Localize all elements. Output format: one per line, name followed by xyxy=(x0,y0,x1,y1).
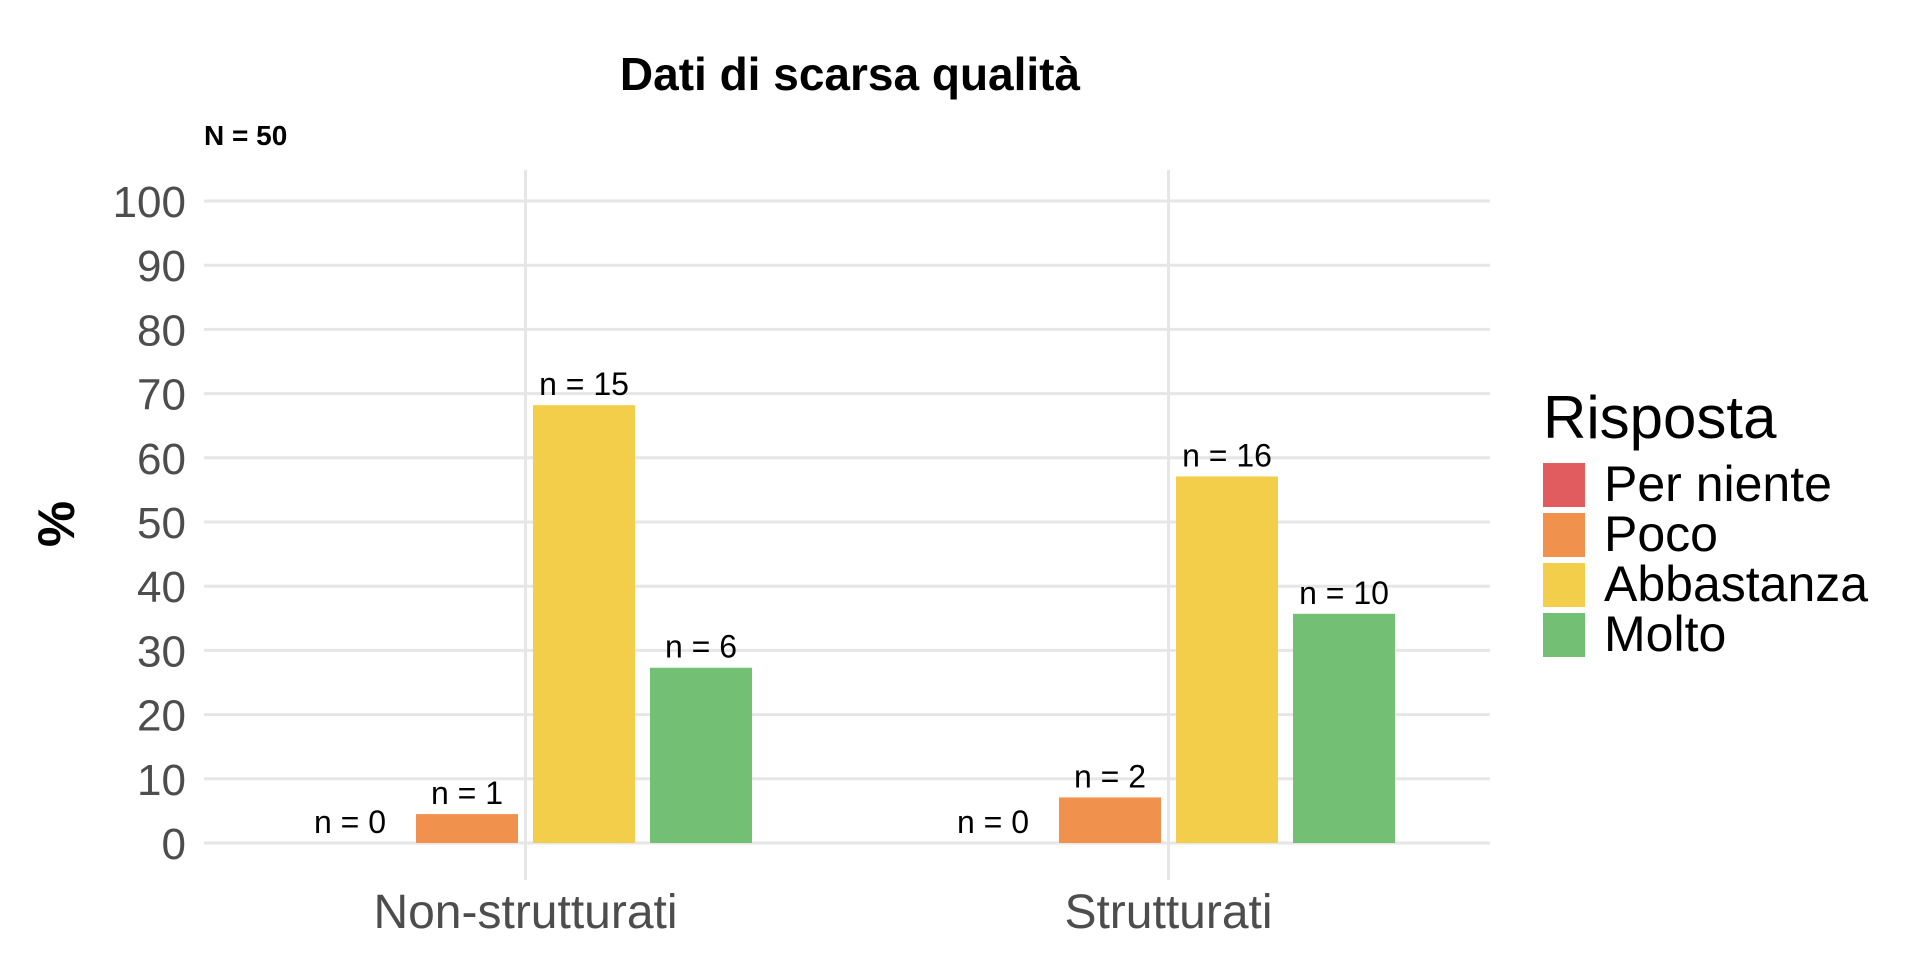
x-tick-label: Non-strutturati xyxy=(373,886,677,939)
y-tick-label: 0 xyxy=(162,820,186,869)
bar xyxy=(416,814,518,843)
x-tick-label: Strutturati xyxy=(1064,886,1272,939)
y-tick-label: 70 xyxy=(137,371,186,420)
legend-label: Abbastanza xyxy=(1604,556,1868,612)
y-tick-label: 80 xyxy=(137,306,186,355)
legend-swatch xyxy=(1543,463,1585,507)
bar xyxy=(533,405,635,843)
data-labels: n = 0 n = 1 n = 15 n = 6 n = 0 n = 2 n = 16 n =… xyxy=(314,366,1389,840)
y-axis-label: % xyxy=(28,501,86,547)
grid-lines xyxy=(204,170,1490,880)
y-tick-label: 50 xyxy=(137,499,186,548)
legend-label: Poco xyxy=(1604,506,1718,562)
data-label: n = 10 xyxy=(1299,575,1389,611)
data-label: n = 15 xyxy=(539,366,629,402)
legend-swatch xyxy=(1543,563,1585,607)
data-label: n = 1 xyxy=(431,775,503,811)
chart-title: Dati di scarsa qualità xyxy=(620,48,1081,100)
y-tick-label: 60 xyxy=(137,435,186,484)
bar xyxy=(650,667,752,843)
legend-label: Per niente xyxy=(1604,456,1832,512)
bars xyxy=(416,405,1395,843)
legend-title: Risposta xyxy=(1543,384,1777,451)
legend-swatch xyxy=(1543,613,1585,657)
chart-subtitle: N = 50 xyxy=(204,120,287,151)
data-label: n = 0 xyxy=(314,804,386,840)
legend-swatch xyxy=(1543,513,1585,557)
data-label: n = 16 xyxy=(1182,437,1272,473)
data-label: n = 6 xyxy=(665,629,737,665)
y-axis-ticks: 0 10 20 30 40 50 60 70 80 90 100 xyxy=(113,178,186,869)
bar xyxy=(1059,797,1161,843)
y-tick-label: 90 xyxy=(137,242,186,291)
bar xyxy=(1176,476,1278,843)
legend-label: Molto xyxy=(1604,606,1726,662)
y-tick-label: 100 xyxy=(113,178,186,227)
data-label: n = 2 xyxy=(1074,758,1146,794)
bar xyxy=(1293,613,1395,843)
y-tick-label: 10 xyxy=(137,756,186,805)
y-tick-label: 40 xyxy=(137,563,186,612)
data-label: n = 0 xyxy=(957,804,1029,840)
x-axis-ticks: Non-strutturati Strutturati xyxy=(373,886,1272,939)
y-tick-label: 30 xyxy=(137,627,186,676)
y-tick-label: 20 xyxy=(137,692,186,741)
